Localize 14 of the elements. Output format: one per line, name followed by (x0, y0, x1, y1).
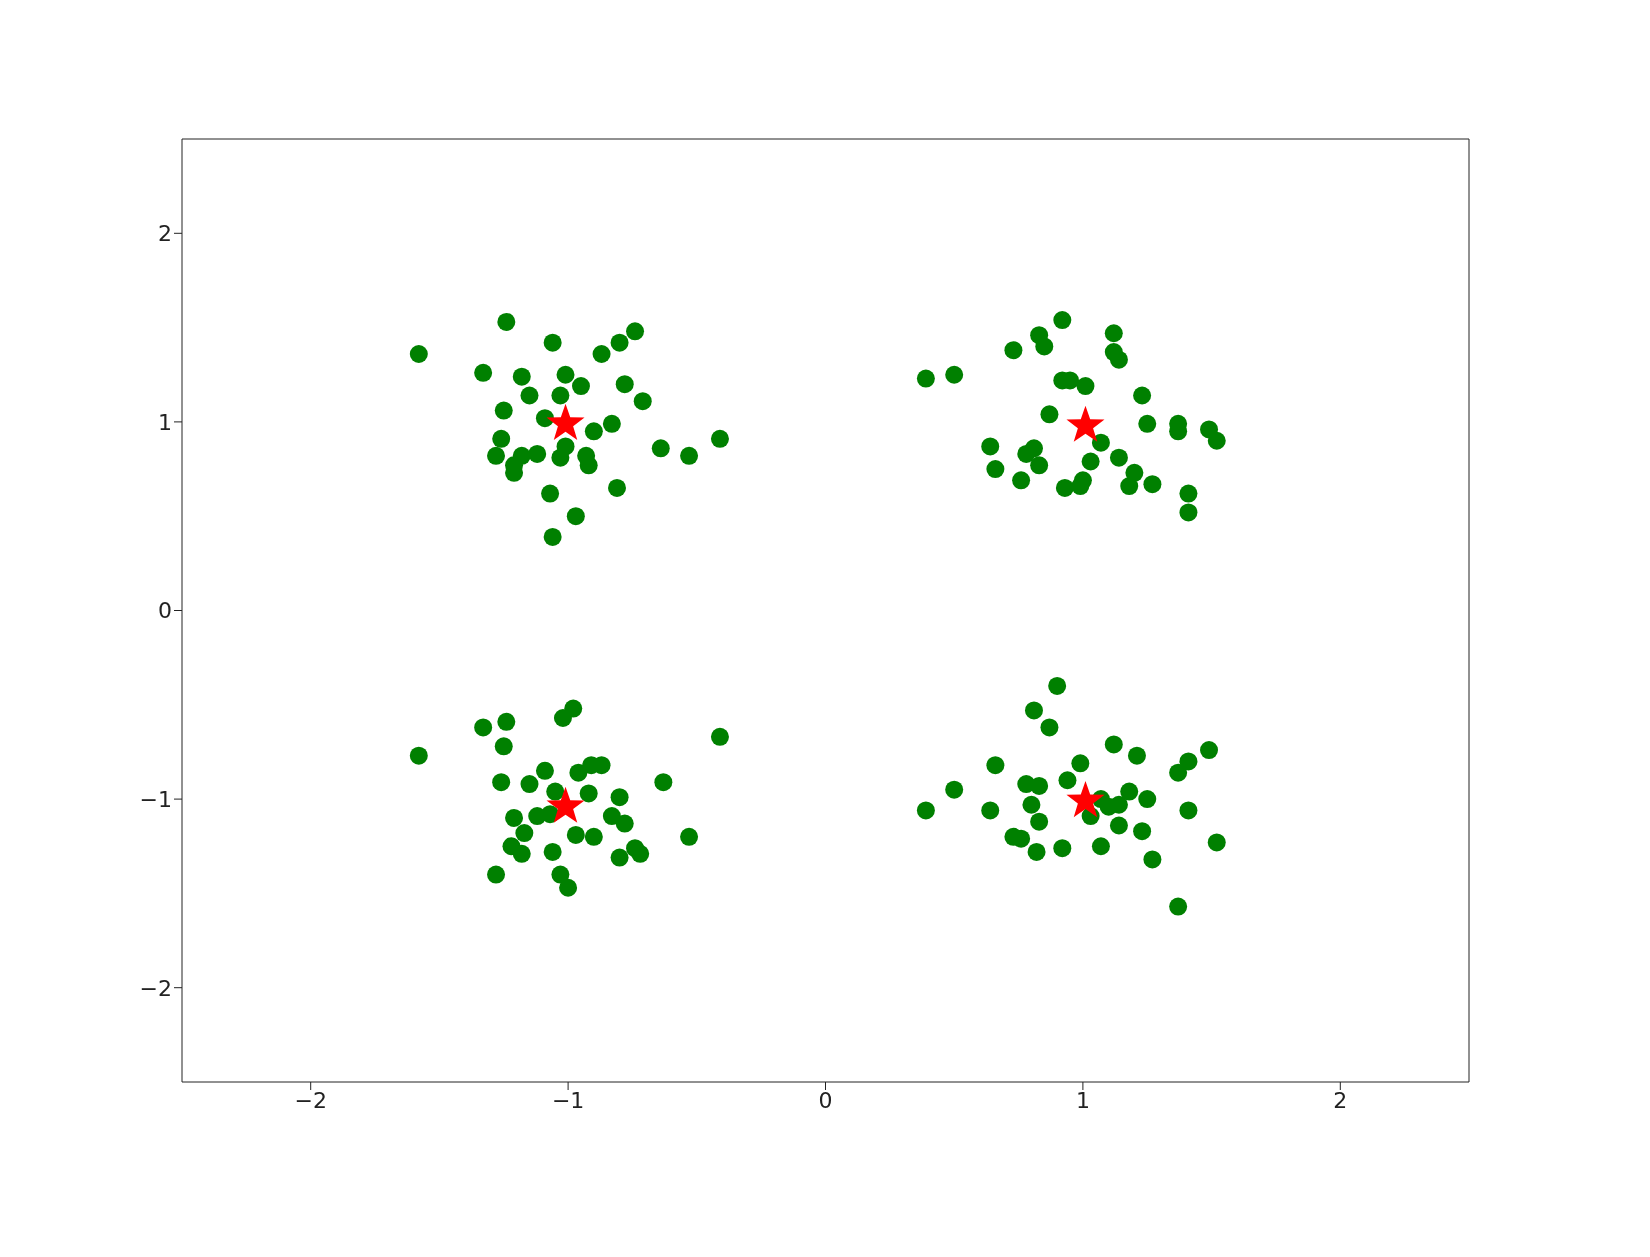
point (546, 403, 585, 440)
x-tick-label: −1 (551, 1087, 585, 1113)
y-tick-label: 0 (158, 598, 172, 624)
y-tick-label: −1 (139, 786, 172, 812)
point (546, 786, 585, 823)
x-tick-label: 2 (1333, 1087, 1348, 1113)
x-tick-label: 1 (1075, 1087, 1090, 1113)
x-tick-label: 0 (818, 1087, 833, 1113)
y-tick-label: −2 (139, 975, 172, 1001)
point (1066, 405, 1105, 442)
y-tick-label: 1 (158, 409, 172, 435)
point (1066, 780, 1105, 818)
y-tick-label: 2 (158, 221, 172, 247)
x-tick-label: −2 (294, 1087, 327, 1113)
